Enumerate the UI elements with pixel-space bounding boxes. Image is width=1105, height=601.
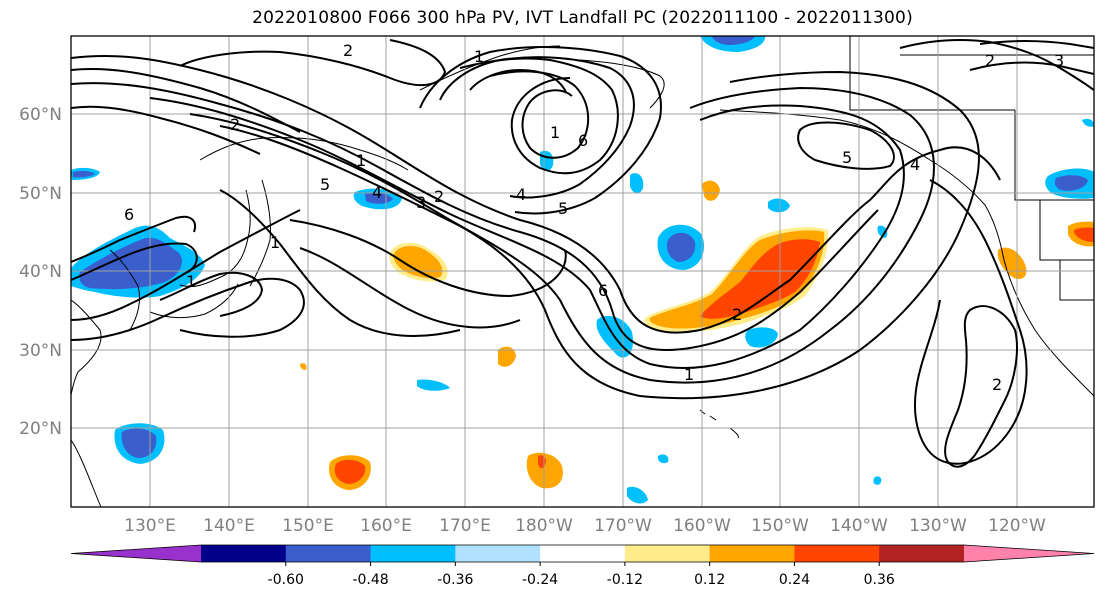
colorbar-tick-label: -0.60: [268, 572, 304, 588]
contour-label: 2: [992, 375, 1002, 394]
contour-label: 3: [1054, 51, 1064, 70]
colorbar-segment: [370, 545, 456, 562]
lat-label: 50°N: [19, 184, 62, 204]
contour-label: 1: [474, 47, 484, 66]
contour-labels: 2 1 2 3 1 5 4 3 2 6 1 6 1 4 5 5 4 2 1 2: [124, 41, 1064, 394]
lat-label: 20°N: [19, 419, 62, 439]
lon-label: 140°E: [203, 516, 255, 536]
longitude-labels: 130°E 140°E 150°E 160°E 170°E 180°W 170°…: [124, 516, 1046, 536]
colorbar-segment: [455, 545, 541, 562]
contour-label: 4: [910, 155, 920, 174]
contour-label: 3: [416, 193, 426, 212]
contour-label: 5: [558, 199, 568, 218]
map-title: 2022010800 F066 300 hPa PV, IVT Landfall…: [252, 8, 913, 28]
colorbar: -0.60 -0.48 -0.36 -0.24 -0.12 0.12 0.24 0.36: [70, 544, 1095, 588]
contour-label: 6: [598, 281, 608, 300]
contour-label: 2: [732, 305, 742, 324]
colorbar-tick-label: -0.48: [352, 572, 388, 588]
lon-label: 150°W: [751, 516, 809, 536]
colorbar-tick-label: 0.24: [779, 572, 810, 588]
lon-label: 180°W: [515, 516, 573, 536]
colorbar-tick-label: -0.24: [522, 572, 558, 588]
colorbar-segment: [624, 545, 711, 562]
colorbar-tick-label: -0.12: [607, 572, 643, 588]
contour-label: 2: [434, 187, 444, 206]
contour-label: 6: [578, 131, 588, 150]
lon-label: 130°E: [124, 516, 176, 536]
coastlines: [71, 36, 1094, 507]
colorbar-segment: [285, 545, 372, 562]
lon-label: 160°W: [673, 516, 731, 536]
map-frame: [70, 35, 1095, 508]
latitude-labels: 60°N 50°N 40°N 30°N 20°N: [19, 105, 62, 439]
colorbar-segment: [709, 545, 795, 562]
colorbar-tick-label: -0.36: [437, 572, 473, 588]
shade-pos-180: [526, 452, 563, 489]
lon-label: 170°E: [439, 516, 491, 536]
pv-contours: [71, 39, 1094, 468]
lat-label: 30°N: [19, 341, 62, 361]
contour-label: 1: [186, 272, 196, 291]
colorbar-segment: [794, 545, 880, 562]
lon-label: 120°W: [988, 516, 1046, 536]
colorbar-outline: [70, 544, 1095, 563]
colorbar-segment: [201, 545, 287, 562]
colorbar-segment: [540, 545, 626, 562]
contour-label: 2: [343, 41, 353, 60]
colorbar-segment: [879, 545, 965, 562]
contour-label: 6: [124, 205, 134, 224]
contour-label: 4: [516, 185, 526, 204]
colorbar-extend-high: [964, 545, 1094, 562]
lon-label: 140°W: [830, 516, 888, 536]
contour-label: 1: [356, 151, 366, 170]
contour-label: 1: [684, 365, 694, 384]
contour-label: 1: [550, 123, 560, 142]
contour-label: 5: [842, 148, 852, 167]
contour-label: 1: [270, 233, 280, 252]
lon-label: 150°E: [282, 516, 334, 536]
colorbar-tick-label: 0.36: [864, 572, 895, 588]
contour-label: 5: [320, 175, 330, 194]
lat-label: 60°N: [19, 105, 62, 125]
contour-label: 2: [985, 51, 995, 70]
colorbar-tick-label: 0.12: [694, 572, 725, 588]
lon-label: 160°E: [360, 516, 412, 536]
colorbar-extend-low: [71, 545, 201, 562]
map-panel: 2 1 2 3 1 5 4 3 2 6 1 6 1 4 5 5 4 2 1 2: [70, 35, 1095, 508]
lon-label: 130°W: [909, 516, 967, 536]
lat-label: 40°N: [19, 262, 62, 282]
lon-label: 170°W: [594, 516, 652, 536]
contour-label: 4: [372, 183, 382, 202]
contour-label: 2: [230, 115, 240, 134]
